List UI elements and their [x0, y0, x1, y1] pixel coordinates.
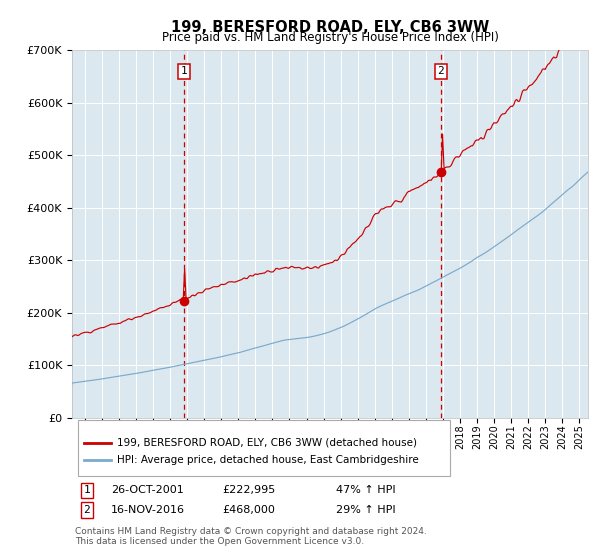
Text: 2: 2 [83, 505, 91, 515]
Text: 2: 2 [437, 67, 445, 76]
Text: 199, BERESFORD ROAD, ELY, CB6 3WW: 199, BERESFORD ROAD, ELY, CB6 3WW [171, 20, 489, 35]
Text: 199, BERESFORD ROAD, ELY, CB6 3WW (detached house): 199, BERESFORD ROAD, ELY, CB6 3WW (detac… [117, 438, 417, 448]
Text: 47% ↑ HPI: 47% ↑ HPI [336, 486, 395, 496]
Text: 26-OCT-2001: 26-OCT-2001 [111, 486, 184, 496]
Text: Contains HM Land Registry data © Crown copyright and database right 2024.
This d: Contains HM Land Registry data © Crown c… [75, 526, 427, 546]
Text: 1: 1 [83, 486, 91, 496]
Text: 29% ↑ HPI: 29% ↑ HPI [336, 505, 395, 515]
Text: HPI: Average price, detached house, East Cambridgeshire: HPI: Average price, detached house, East… [117, 455, 419, 465]
Text: £222,995: £222,995 [222, 486, 275, 496]
Text: £468,000: £468,000 [222, 505, 275, 515]
Text: 16-NOV-2016: 16-NOV-2016 [111, 505, 185, 515]
Text: Price paid vs. HM Land Registry's House Price Index (HPI): Price paid vs. HM Land Registry's House … [161, 31, 499, 44]
Text: 1: 1 [181, 67, 187, 76]
